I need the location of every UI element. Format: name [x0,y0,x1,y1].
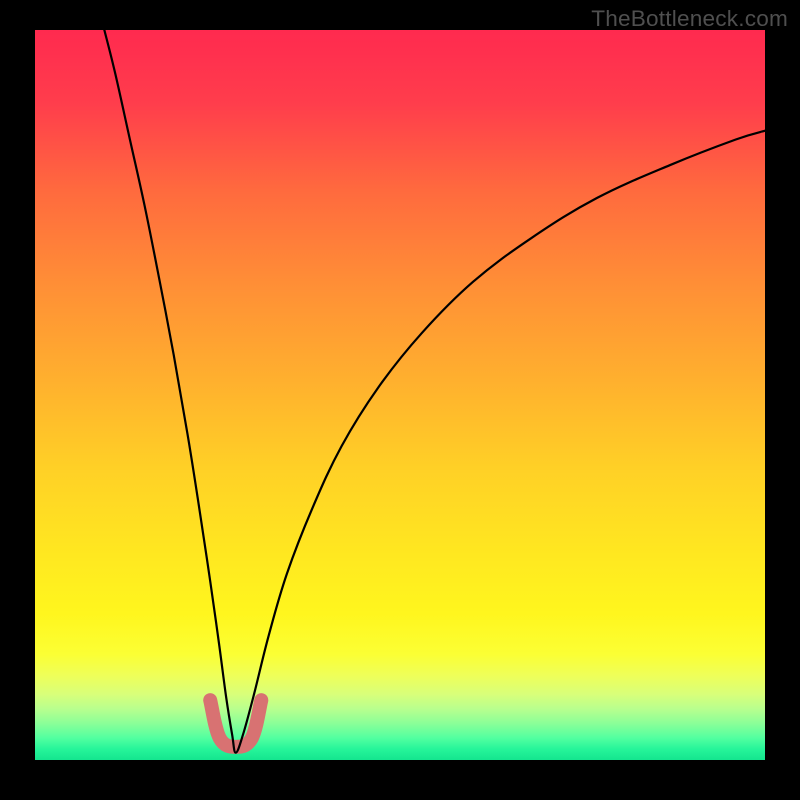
tolerance-band [210,700,261,747]
watermark-text: TheBottleneck.com [591,6,788,32]
curve-layer [35,30,765,760]
bottleneck-curve [104,30,765,753]
chart-frame: TheBottleneck.com [0,0,800,800]
plot-area [35,30,765,760]
